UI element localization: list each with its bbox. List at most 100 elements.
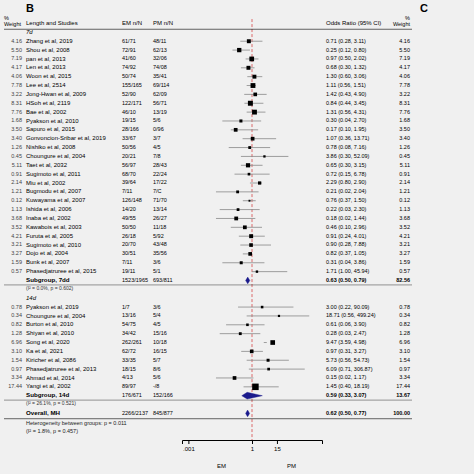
- study-name: Phasedjatruree et al, 2015: [26, 268, 97, 274]
- ci-line: [244, 103, 263, 104]
- ci-line: [241, 165, 263, 166]
- study-name: Bugmodu et al, 2007: [26, 188, 82, 194]
- study-marker: [263, 155, 265, 157]
- weight-label: 1.26: [11, 144, 22, 150]
- or-label: 0.18 (0.02, 1.44): [326, 215, 367, 221]
- column-header: %Weight: [4, 16, 21, 28]
- or-label: 0.46 (0.10, 2.96): [326, 224, 367, 230]
- pm-count: 5/4: [153, 312, 161, 318]
- text-layer: BC%WeightLength and StudiesEM n/NPM n/NO…: [4, 2, 428, 468]
- study-name: Yangi et al, 2002: [26, 383, 71, 389]
- or-label: 0.62 (0.50, 0.77): [326, 410, 367, 416]
- study-name: Overall, MH: [26, 409, 61, 416]
- em-count: 122/171: [122, 100, 142, 106]
- study-marker: [251, 83, 256, 88]
- separator: [4, 400, 412, 401]
- pm-count: 7/C: [153, 188, 162, 194]
- study-name: Phasedjatruree et al, 2013: [26, 366, 97, 372]
- weight-label: 13.67: [396, 392, 410, 398]
- subgroup-label: 14d: [26, 295, 37, 301]
- heterogeneity: (I² = 0.0%, p = 0.602): [26, 285, 74, 291]
- em-count: 61/71: [122, 38, 136, 44]
- separator: [4, 29, 412, 30]
- pm-count: 5/7: [153, 357, 161, 363]
- or-label: 0.17 (0.10, 1.95): [326, 126, 367, 132]
- weight-label: 0.91: [399, 171, 410, 177]
- weight-label: 1.54: [399, 357, 410, 363]
- or-label: 1.71 (1.00, 45.94): [326, 268, 370, 274]
- weight-label: 1.21: [11, 188, 22, 194]
- or-label: 1.11 (0.56, 1.51): [326, 82, 366, 88]
- weight-label: 3.10: [11, 348, 22, 354]
- study-marker: [252, 110, 257, 115]
- em-count: 14/20: [122, 206, 136, 212]
- label-line: Weight: [393, 22, 410, 28]
- em-count: 41/60: [122, 55, 136, 61]
- or-label: 0.63 (0.50, 0.79): [326, 277, 367, 283]
- plot-area: [216, 19, 309, 440]
- pm-count: 48/11: [153, 38, 166, 44]
- weight-label: 0.34: [399, 312, 410, 318]
- pm-count: 3/6: [153, 304, 161, 310]
- weight-label: 0.12: [11, 197, 22, 203]
- or-label: 0.61 (0.06, 3.90): [326, 321, 367, 327]
- study-name: Furuta et al, 2005: [26, 233, 74, 239]
- study-name: Bunk et al, 2007: [26, 259, 70, 265]
- pm-count: 845/877: [153, 410, 173, 416]
- em-count: 155/165: [122, 82, 142, 88]
- study-name: HSoh et al, 2119: [26, 100, 71, 106]
- or-label: 6.09 (0.71, 306.87): [326, 366, 373, 372]
- pm-count: 17/22: [153, 179, 167, 185]
- pm-count: 56/71: [153, 100, 167, 106]
- study-name: Taet et al, 2032: [26, 162, 68, 168]
- ci-line: [235, 174, 270, 175]
- study-name: Song et al, 2020: [26, 339, 70, 345]
- or-label: 0.68 (0.30, 1.32): [326, 64, 367, 70]
- pm-count: 26/27: [153, 215, 167, 221]
- study-name: Choungure et al, 2004: [26, 313, 86, 319]
- weight-label: 0.82: [399, 321, 410, 327]
- weight-label: 1.54: [11, 357, 22, 363]
- or-label: 0.72 (0.15, 6.78): [326, 171, 367, 177]
- pm-count: 62/13: [153, 47, 167, 53]
- axis-side-label: EM: [217, 463, 226, 469]
- weight-label: 3.21: [399, 241, 410, 247]
- pm-count: 35/41: [153, 73, 167, 79]
- ci-line: [238, 307, 293, 308]
- ci-line: [240, 41, 262, 42]
- tick-label: 1: [251, 446, 255, 452]
- or-label: 3.86 (0.30, 52.09): [326, 153, 370, 159]
- study-marker: [249, 57, 254, 62]
- or-label: 1.42 (0.43, 4.90): [326, 91, 367, 97]
- ci-line: [264, 342, 267, 343]
- or-label: 0.30 (0.04, 2.70): [326, 117, 367, 123]
- weight-label: 4.21: [11, 233, 22, 239]
- weight-label: 5.50: [11, 47, 22, 53]
- pm-count: 15/16: [153, 330, 167, 336]
- study-marker: [233, 376, 237, 380]
- chart-container: BC%WeightLength and StudiesEM n/NPM n/NO…: [0, 0, 474, 474]
- ci-line: [216, 191, 259, 192]
- weight-label: 7.78: [11, 82, 22, 88]
- em-count: 1523/1965: [122, 277, 148, 283]
- weight-label: 6.96: [11, 339, 22, 345]
- axis-line: [183, 441, 323, 445]
- study-name: Woon et al, 2015: [26, 73, 72, 79]
- or-label: 0.28 (0.03, 2.47): [326, 330, 367, 336]
- study-marker: [246, 324, 249, 327]
- column-header: Length and Studies: [26, 20, 78, 26]
- weight-label: 3.50: [399, 126, 410, 132]
- pm-count: 71/70: [153, 197, 167, 203]
- study-marker: [246, 66, 250, 70]
- study-marker: [251, 137, 255, 141]
- study-name: Bae et al, 2002: [26, 109, 67, 115]
- weight-label: 3.22: [11, 91, 22, 97]
- weight-label: 0.91: [11, 171, 22, 177]
- summary-diamond: [242, 392, 263, 399]
- em-count: 28/166: [122, 126, 139, 132]
- em-count: 34/42: [122, 330, 136, 336]
- pm-count: -/8: [153, 383, 159, 389]
- em-count: 50/74: [122, 73, 136, 79]
- ci-line: [247, 315, 310, 316]
- weight-label: 17.44: [8, 383, 22, 389]
